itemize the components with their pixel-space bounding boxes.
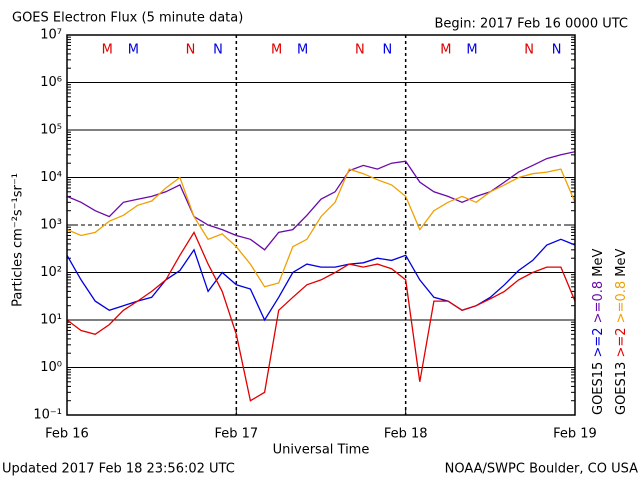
annotation: M [271,43,282,58]
x-tick-label: Feb 17 [214,427,258,442]
y-tick-label: 10⁷ [40,28,62,43]
chart-subtitle: Begin: 2017 Feb 16 0000 UTC [434,17,628,32]
legend-entry: >=0.8 [591,281,606,323]
annotation: M [128,43,139,58]
plot-frame [66,34,576,416]
y-tick-label: 10⁶ [40,75,62,90]
footer-left: Updated 2017 Feb 18 23:56:02 UTC [2,462,235,477]
legend-unit: MeV [614,249,629,277]
series-line [67,168,575,288]
legend-entry: >=0.8 [614,281,629,323]
legend-satellite: GOES13 [614,362,629,415]
x-tick-label: Feb 16 [45,427,89,442]
annotation: M [466,43,477,58]
y-tick-label: 10⁰ [40,360,62,375]
annotation: N [552,43,562,58]
y-tick-label: 10⁻¹ [33,408,62,423]
x-tick-label: Feb 19 [553,427,597,442]
annotation: M [440,43,451,58]
legend-column: GOES15 >=2 >=0.8 MeV [591,249,606,415]
y-axis-title: Particles cm⁻²s⁻¹sr⁻¹ [11,173,26,307]
annotation: M [297,43,308,58]
legend-entry: >=2 [614,327,629,357]
y-tick-label: 10² [40,265,62,280]
series-line [67,151,575,251]
annotation: N [524,43,534,58]
chart-title: GOES Electron Flux (5 minute data) [12,11,243,26]
legend-column: GOES13 >=2 >=0.8 MeV [614,249,629,415]
legend-entry: >=2 [591,327,606,357]
series-line [67,231,575,402]
y-tick-label: 10⁵ [40,123,62,138]
annotation: N [213,43,223,58]
annotation: N [382,43,392,58]
x-tick-label: Feb 18 [384,427,428,442]
annotation: N [186,43,196,58]
y-tick-label: 10⁴ [40,170,62,185]
annotation: M [102,43,113,58]
y-tick-label: 10¹ [40,313,62,328]
legend-unit: MeV [591,249,606,277]
legend-satellite: GOES15 [591,362,606,415]
y-tick-label: 10³ [40,218,62,233]
footer-right: NOAA/SWPC Boulder, CO USA [445,462,638,477]
series-line [67,238,575,322]
x-axis-title: Universal Time [273,443,370,458]
annotation: N [355,43,365,58]
